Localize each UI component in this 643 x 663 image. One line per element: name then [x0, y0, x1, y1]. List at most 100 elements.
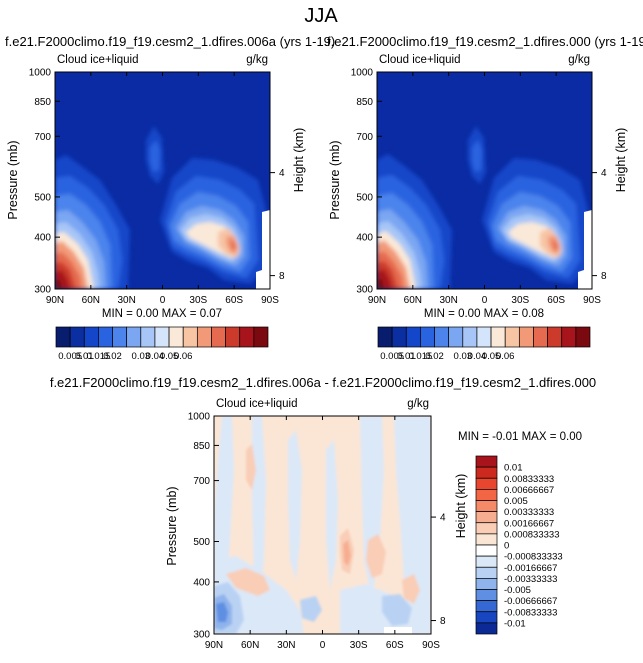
panel-2-ylabel: Pressure (mb) [328, 140, 342, 219]
panel-2-colorbar-box [462, 326, 478, 348]
panel-1-colorbar-box [182, 326, 198, 348]
panel-1-colorbar-label: 0.06 [174, 351, 193, 362]
panel-2-x-tick-label: 60N [404, 295, 422, 306]
panel-1-colorbar-box [55, 326, 71, 348]
panel-2-colorbar-box [504, 326, 520, 348]
panel-1-y-tick-label: 300 [34, 285, 51, 296]
panel-2-colorbar-label: 0.015 [409, 351, 433, 362]
panel-2-colorbar-box [533, 326, 548, 348]
panel-2-title: f.e21.F2000climo.f19_f19.cesm2_1.dfires.… [327, 34, 643, 49]
panel-3-ylabel: Pressure (mb) [165, 486, 179, 565]
panel-1-colorbar-box [83, 326, 99, 348]
panel-3-y-tick-label: 850 [193, 441, 210, 452]
panel-3-contour-field [214, 416, 431, 634]
panel-1-colorbar-label: 0.05 [160, 351, 179, 362]
panel-2-colorbar-box [490, 326, 506, 348]
panel-2-colorbar-box [420, 326, 435, 348]
panel-1-y-tick-label: 700 [34, 132, 51, 143]
panel-1-x-tick-label: 90N [46, 295, 64, 306]
panel-3-colorbar-label: 0.01 [504, 463, 523, 474]
panel-2-x-tick-label: 30N [439, 295, 457, 306]
panel-3-colorbar-label: 0.00333333 [504, 507, 554, 518]
panel-1-y-tick-label: 400 [34, 233, 51, 244]
panel-3-colorbar-label: 0.00666667 [504, 485, 554, 496]
panel-2-x-tick-label: 90N [368, 295, 386, 306]
panel-2-subtitle-right: g/kg [568, 54, 590, 66]
panel-2-colorbar-box [575, 326, 591, 348]
panel-3-y-tick-label: 700 [193, 476, 210, 487]
panel-3-colorbar-box [475, 589, 498, 601]
panel-3-colorbar-label: -0.00833333 [504, 607, 557, 618]
panel-2-x-tick-label: 0 [482, 295, 488, 306]
panel-3-colorbar-label: -0.00166667 [504, 563, 557, 574]
panel-1-y2label: Height (km) [292, 128, 306, 193]
panel-3-colorbar-box [475, 455, 498, 468]
panel-2-colorbar-box [391, 326, 407, 348]
panel-3-y-tick-label: 400 [193, 577, 210, 588]
panel-1-colorbar-box [69, 326, 85, 348]
panel-3-colorbar-box [475, 611, 498, 624]
panel-2-colorbar-label: 0.03 [454, 351, 473, 362]
panel-1-y2-axis: 84 [270, 168, 285, 282]
panel-2-contour-field [377, 72, 592, 289]
panel-2-colorbar-box [377, 326, 393, 348]
panel-3-colorbar-label: -0.00333333 [504, 574, 557, 585]
panel-1-colorbar-label: 0.005 [58, 351, 82, 362]
panel-1-colorbar-label: 0.04 [146, 351, 165, 362]
panel-1-x-tick-label: 90S [261, 295, 279, 306]
panel-2-y-tick-label: 1000 [351, 68, 374, 79]
panel-3-y-axis: 300 400 500 700 850 1000 [188, 412, 219, 641]
panel-2-colorbar-label: 0.06 [496, 351, 515, 362]
panel-3-stats: MIN = -0.01 MAX = 0.00 [458, 431, 582, 443]
panel-2-colorbar-box [448, 326, 464, 348]
panel-3-colorbar-label: 0.00166667 [504, 518, 554, 529]
panel-2-colorbar-box [518, 326, 534, 348]
panel-3-colorbar-box [475, 544, 498, 557]
panel-1-colorbar-box [196, 326, 212, 348]
panel-2-colorbar-box [405, 326, 421, 348]
panel-2-colorbar-label: 0.05 [482, 351, 501, 362]
panel-2: f.e21.F2000climo.f19_f19.cesm2_1.dfires.… [327, 34, 643, 362]
panel-3-x-tick-label: 90S [422, 640, 440, 651]
page-title: JJA [304, 5, 338, 27]
panel-2-y2label: Height (km) [614, 128, 628, 193]
panel-3-colorbar-label: 0.000833333 [504, 529, 559, 540]
panel-1-colorbar-label: 0.015 [87, 351, 111, 362]
panel-1-x-axis: 90N 60N 30N 0 30S 60S 90S [46, 72, 279, 306]
panel-2-colorbar-label: 0.04 [468, 351, 487, 362]
panel-1-y-tick-label: 500 [34, 192, 51, 203]
panel-1-colorbar-box [253, 326, 269, 348]
panel-3-colorbar-box [475, 466, 498, 479]
panel-1-colorbar-box [112, 326, 128, 348]
panel-1: f.e21.F2000climo.f19_f19.cesm2_1.dfires.… [5, 34, 335, 362]
panel-1-colorbar-box [239, 326, 255, 348]
panel-2-colorbar-label: 0.005 [380, 351, 404, 362]
panel-3-y2label: Height (km) [454, 474, 468, 539]
panel-3-x-tick-label: 60N [241, 640, 259, 651]
panel-3-colorbar-box [475, 622, 498, 635]
panel-3-colorbar-label: -0.005 [504, 585, 531, 596]
panel-1-colorbar-box [154, 326, 170, 348]
panel-3-y2-axis: 84 [431, 513, 446, 627]
panel-3-colorbar-box [475, 600, 498, 613]
panel-1-colorbar-label: 0.01 [75, 351, 94, 362]
panel-1-x-tick-label: 30S [189, 295, 207, 306]
panel-1-stats: MIN = 0.00 MAX = 0.07 [102, 308, 222, 320]
panel-3-colorbar-label: 0 [504, 541, 509, 552]
panel-3-colorbar-label: -0.000833333 [504, 552, 563, 563]
panel-3-x-tick-label: 60S [386, 640, 404, 651]
panel-1-colorbar-box [126, 326, 142, 348]
panel-1-subtitle-right: g/kg [246, 54, 268, 66]
panel-1-subtitle-left: Cloud ice+liquid [57, 54, 139, 66]
panel-3-y-tick-label: 500 [193, 537, 210, 548]
panel-3-colorbar-box [475, 489, 498, 501]
panel-3-colorbar-box [475, 522, 498, 535]
panel-2-subtitle-left: Cloud ice+liquid [379, 54, 461, 66]
panel-2-colorbar-box [434, 326, 450, 348]
panel-2-y-tick-label: 500 [356, 192, 373, 203]
panel-3-colorbar: 0.010.008333330.006666670.0050.003333330… [475, 455, 563, 635]
panel-3-colorbar-box [475, 533, 498, 546]
panel-2-x-tick-label: 60S [547, 295, 565, 306]
panel-3-y-tick-label: 300 [193, 630, 210, 641]
